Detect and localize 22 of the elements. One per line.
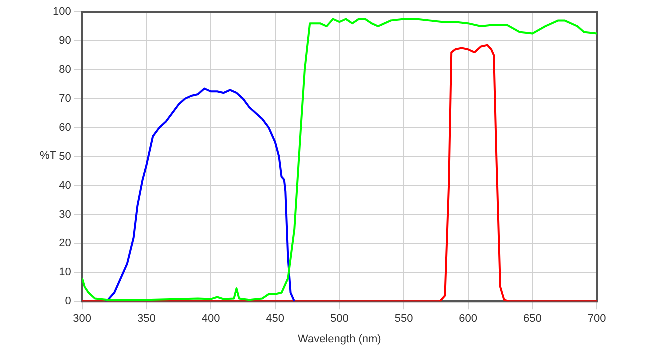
- y-axis-title: %T: [40, 150, 56, 162]
- y-tick-label: 20: [59, 238, 72, 250]
- y-tick-label: 30: [59, 208, 72, 221]
- x-tick-label: 650: [523, 313, 542, 326]
- x-tick-label: 500: [330, 313, 349, 326]
- y-tick-label: 10: [59, 266, 72, 279]
- y-tick-label: 60: [59, 122, 72, 134]
- x-tick-label: 400: [202, 313, 220, 326]
- y-tick-label: 70: [59, 92, 72, 105]
- x-tick-label: 350: [138, 313, 156, 326]
- y-tick-label: 50: [59, 150, 72, 163]
- y-tick-label: 90: [59, 34, 72, 47]
- y-tick-label: 40: [59, 180, 72, 192]
- y-tick-label: 100: [52, 6, 72, 18]
- x-tick-label: 700: [588, 313, 606, 326]
- y-tick-label: 80: [59, 64, 72, 76]
- x-axis-title: Wavelength (nm): [298, 333, 382, 346]
- y-tick-label: 0: [65, 296, 72, 308]
- x-tick-label: 600: [459, 313, 478, 326]
- x-tick-label: 550: [394, 313, 414, 326]
- x-tick-label: 450: [266, 313, 285, 326]
- x-tick-label: 300: [73, 313, 92, 326]
